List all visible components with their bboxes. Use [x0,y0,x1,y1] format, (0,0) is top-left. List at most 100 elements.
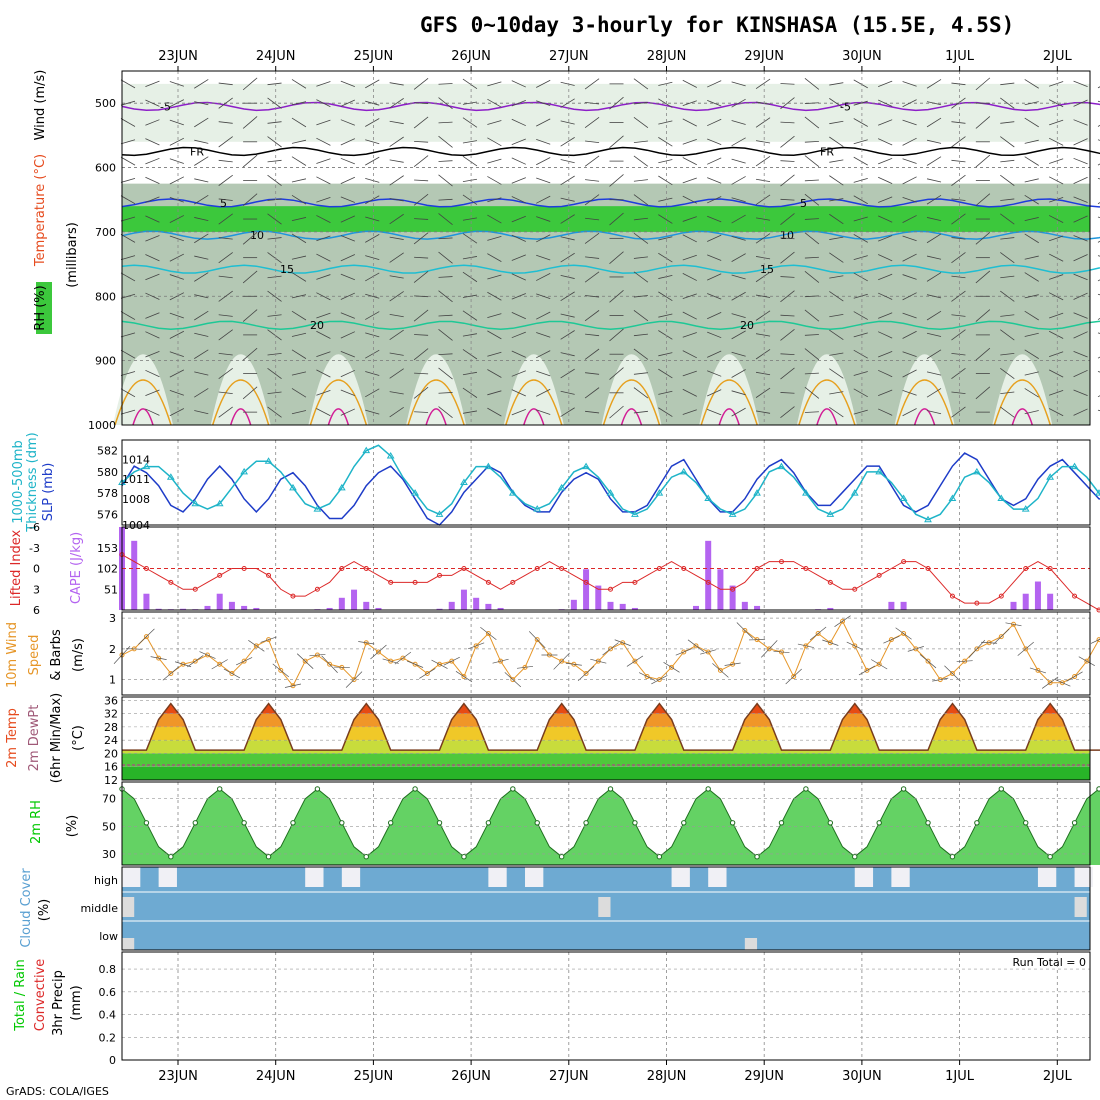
wind-barb [829,275,844,279]
thickness-point [362,446,371,454]
rh-point [925,820,931,826]
thickness-point [972,467,981,475]
wind-barb [878,331,893,339]
rh-tick-label: 50 [102,820,116,833]
wind-barb [291,255,307,260]
wind-barb [944,665,961,682]
lifted-index-point [656,566,662,571]
bottom-date-label: 29JUN [744,1069,784,1084]
wind-barb [536,195,551,204]
rh-point [803,786,809,792]
wind-speed-point [278,667,284,673]
wind-barb [560,291,575,302]
wind-barb [242,386,258,400]
wind-barb [853,349,868,359]
run-total-label: Run Total = 0 [1013,956,1087,969]
wind-speed-point [888,637,894,643]
wind-barb [536,157,551,166]
wind-barb [267,97,282,109]
wind-speed-point [644,674,650,680]
isotherm-25 [114,379,172,426]
wind-barb [1090,638,1100,644]
lifted-index-point [1072,593,1078,599]
wind-barb [536,293,551,300]
wind-speed-point [901,631,907,637]
thickness-point [728,510,737,517]
wind-barb [218,213,233,225]
wind-barb [365,118,380,127]
ylabel-temp-2: 2m DewPt [27,705,42,772]
wind-barb [365,409,380,415]
precip-tick-label: 0.2 [99,1031,117,1044]
wind-barb [633,217,648,221]
wind-barb [291,233,307,244]
wind-barb [291,294,307,299]
wind-barb [1048,137,1064,146]
thickness-point [337,483,346,491]
isotherm-25 [798,379,856,426]
wind-barb [365,178,380,183]
wind-barb [853,332,868,338]
wind-barb [316,119,331,126]
wind-barb [242,270,258,284]
wind-speed-point [241,658,247,664]
wind-speed-point [473,643,479,649]
wind-barb [194,272,209,282]
wind-barb [829,136,844,147]
wind-barb [414,218,429,220]
wind-barb [724,662,741,666]
wind-barb [707,138,722,145]
wind-barb [780,314,795,317]
wind-barb [560,137,575,147]
wind-speed-point [583,670,589,676]
wind-barb [846,641,863,650]
ylabel-wind10-1: 10m Wind [5,622,20,688]
rh-point [949,854,956,860]
wind-barb [1000,159,1015,163]
wind-barb [658,137,673,147]
wind-barb [169,137,185,146]
isotherm-25 [407,379,465,426]
wind-barb [1049,158,1064,164]
wind-barb [145,408,160,416]
thickness-point [1021,505,1030,512]
wind-barb [316,408,331,417]
temp-band [122,713,1090,727]
rh-point [900,786,907,792]
wind-barb [707,215,722,223]
rh-point [265,854,272,860]
thickness-point [948,494,957,501]
ylabel-wind10-3: & Barbs [49,629,64,681]
wind-barb [511,370,526,377]
wind-barb [804,309,820,322]
wind-barb [609,251,624,264]
wind-barb [284,683,302,688]
wind-barb [218,353,233,356]
ylabel-rh: RH (%) [33,285,48,330]
wind-barb [150,656,167,660]
cloud-middle-gap [1074,897,1087,917]
wind-barb [267,314,282,317]
top-date-label: 30JUN [842,49,882,64]
isotherm-line [121,146,1100,157]
wind-barb [658,274,673,279]
thickness-point [850,489,859,496]
wind-barb [749,639,766,641]
wind-barb [516,665,534,669]
wind-barb [878,273,893,281]
wind-barb [951,121,966,124]
wind-barb [340,176,355,184]
wind-barb [651,675,668,685]
wind-barb [902,81,917,87]
wind-barb [365,195,380,205]
wind-speed-point [412,661,418,667]
wind-speed-point [864,667,870,673]
wind-barb [633,372,648,375]
wind-speed-point [693,643,699,649]
wind-barb [658,197,673,202]
wind-barb [267,391,282,395]
wind-barb [755,194,771,205]
wind-barb [291,156,307,166]
wind-barb [340,369,355,378]
